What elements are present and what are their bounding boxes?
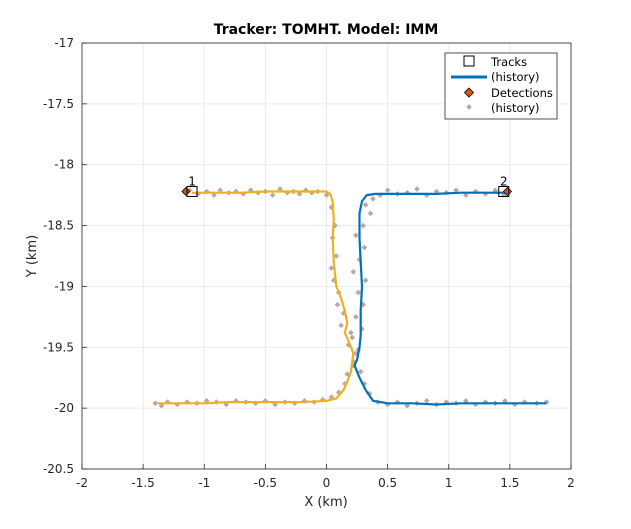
chart-title: Tracker: TOMHT. Model: IMM (214, 22, 439, 38)
x-axis-label: X (km) (304, 495, 347, 510)
legend-entry-detection-history: (history) (491, 101, 540, 115)
detection-1-marker (181, 186, 191, 197)
x-tick-label: 1.5 (500, 476, 519, 490)
x-tick-label: -2 (76, 476, 88, 490)
detection-history-point (360, 222, 367, 229)
y-tick-label: -19.5 (43, 340, 74, 354)
y-tick-label: -17 (54, 36, 74, 50)
track-1-square-marker (186, 185, 198, 197)
x-tick-label: -1.5 (131, 476, 154, 490)
detection-history-point (296, 191, 303, 197)
x-tick-label: -0.5 (254, 476, 277, 490)
detection-history-point (338, 322, 345, 329)
detection-history-point (384, 187, 391, 194)
detection-history-point (350, 268, 357, 275)
y-tick-label: -19 (54, 279, 74, 293)
track-history-lines (157, 190, 547, 406)
detection-history-point (414, 186, 420, 192)
detection-history-point (158, 402, 165, 409)
y-tick-label: -17.5 (43, 97, 74, 111)
track-2-history-line (353, 191, 547, 406)
detection-history-point (152, 400, 159, 407)
y-tick-label: -18.5 (43, 219, 74, 233)
detection-history-point (269, 192, 276, 198)
detection-history-point (323, 192, 330, 198)
detection-history-point (223, 401, 230, 408)
x-tick-label: 1 (445, 476, 453, 490)
detection-history-point (362, 202, 369, 208)
x-axis-ticks: -2 -1.5 -1 -0.5 0 0.5 1 1.5 2 (76, 464, 575, 490)
detection-history-point (334, 301, 341, 308)
detection-history-point (357, 368, 364, 375)
plot-frame (81, 42, 572, 470)
y-tick-label: -20 (54, 401, 74, 415)
track-1-label: 1 (188, 174, 196, 188)
y-tick-label: -18 (54, 158, 74, 172)
detection-history-point (404, 402, 411, 409)
detection-history-point (349, 334, 356, 341)
detection-history-point (352, 314, 359, 320)
track-2-square-marker (498, 185, 510, 197)
detection-history-point (404, 189, 411, 196)
detection-history-point (328, 265, 335, 272)
legend-entry-track-history: (history) (491, 70, 540, 84)
detection-history-point (211, 192, 217, 198)
detection-history-point (362, 277, 369, 284)
detection-history-point (333, 253, 340, 259)
track-1-history-line (157, 190, 355, 405)
legend-track-square-icon (463, 55, 475, 67)
detection-history-point (463, 192, 469, 198)
x-tick-label: 0 (323, 476, 331, 490)
x-tick-label: -1 (198, 476, 210, 490)
y-axis-label: Y (km) (25, 235, 40, 278)
detection-history-point (344, 371, 351, 377)
detection-history-point (272, 401, 279, 408)
x-tick-label: 2 (567, 476, 575, 490)
legend-history-point-icon (466, 104, 472, 110)
legend-entry-detections: Detections (491, 86, 553, 100)
detection-history-point (370, 195, 376, 202)
legend: Tracks (history) Detections (history) (444, 52, 558, 120)
detection-history-point (361, 244, 368, 251)
detection-history-point (352, 232, 359, 239)
legend-entry-tracks: Tracks (490, 55, 527, 69)
detection-history-point (367, 210, 374, 217)
detection-2-marker (502, 186, 512, 197)
y-tick-label: -20.5 (43, 462, 74, 476)
track-2-label: 2 (500, 174, 508, 188)
y-axis-ticks: -20.5 -20 -19.5 -19 -18.5 -18 -17.5 -17 (43, 36, 87, 476)
detection-history-point (348, 329, 354, 336)
x-tick-label: 0.5 (378, 476, 397, 490)
detection-history-point (355, 289, 362, 296)
legend-detection-diamond-icon (463, 87, 475, 98)
